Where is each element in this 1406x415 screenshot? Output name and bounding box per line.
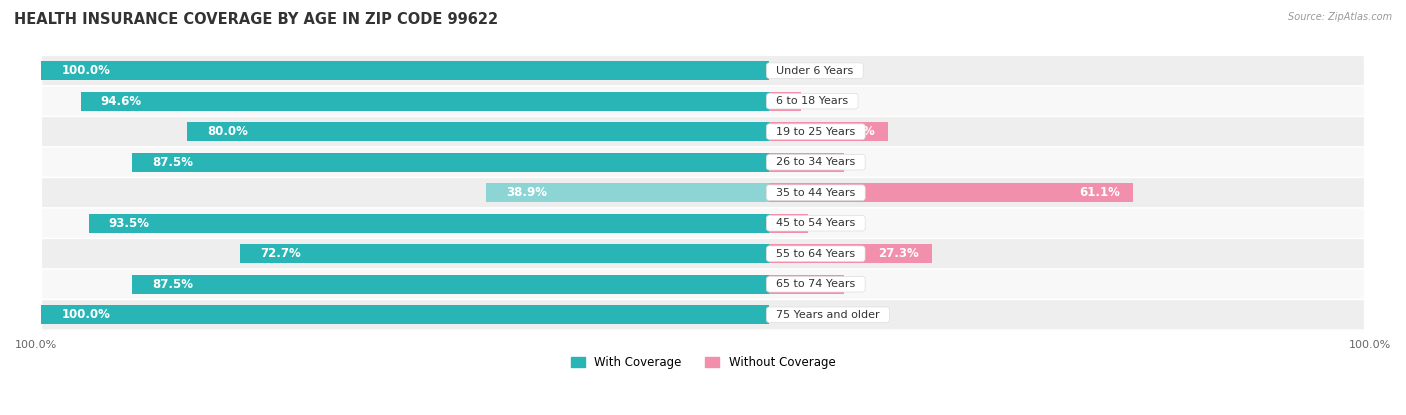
Bar xyxy=(41,305,769,324)
FancyBboxPatch shape xyxy=(41,269,1365,300)
Text: 20.0%: 20.0% xyxy=(834,125,875,138)
FancyBboxPatch shape xyxy=(41,117,1365,147)
FancyBboxPatch shape xyxy=(41,147,1365,178)
Bar xyxy=(486,183,769,202)
Text: 12.5%: 12.5% xyxy=(790,156,831,168)
Text: Source: ZipAtlas.com: Source: ZipAtlas.com xyxy=(1288,12,1392,22)
Bar xyxy=(240,244,769,263)
Text: 80.0%: 80.0% xyxy=(207,125,247,138)
Text: 27.3%: 27.3% xyxy=(877,247,918,260)
Bar xyxy=(187,122,769,141)
Text: Under 6 Years: Under 6 Years xyxy=(769,66,860,76)
FancyBboxPatch shape xyxy=(41,300,1365,330)
FancyBboxPatch shape xyxy=(41,178,1365,208)
Bar xyxy=(769,122,889,141)
Text: 45 to 54 Years: 45 to 54 Years xyxy=(769,218,862,228)
FancyBboxPatch shape xyxy=(41,55,1365,86)
Text: 100.0%: 100.0% xyxy=(1348,340,1391,350)
Text: 87.5%: 87.5% xyxy=(152,278,193,291)
Text: HEALTH INSURANCE COVERAGE BY AGE IN ZIP CODE 99622: HEALTH INSURANCE COVERAGE BY AGE IN ZIP … xyxy=(14,12,498,27)
Text: 100.0%: 100.0% xyxy=(62,64,110,77)
Bar xyxy=(769,275,844,294)
Text: 87.5%: 87.5% xyxy=(152,156,193,168)
Text: 0.0%: 0.0% xyxy=(782,308,813,321)
Text: 6.5%: 6.5% xyxy=(821,217,851,230)
Text: 12.5%: 12.5% xyxy=(790,278,831,291)
Bar xyxy=(80,92,769,111)
Text: 94.6%: 94.6% xyxy=(101,95,142,107)
Text: 0.0%: 0.0% xyxy=(782,64,813,77)
Text: 5.4%: 5.4% xyxy=(814,95,844,107)
Bar xyxy=(41,61,769,80)
Text: 65 to 74 Years: 65 to 74 Years xyxy=(769,279,862,289)
Text: 38.9%: 38.9% xyxy=(506,186,547,199)
Text: 35 to 44 Years: 35 to 44 Years xyxy=(769,188,862,198)
Legend: With Coverage, Without Coverage: With Coverage, Without Coverage xyxy=(571,356,835,369)
Text: 72.7%: 72.7% xyxy=(260,247,301,260)
Text: 100.0%: 100.0% xyxy=(62,308,110,321)
Bar xyxy=(769,244,932,263)
Bar xyxy=(769,183,1133,202)
Text: 61.1%: 61.1% xyxy=(1078,186,1119,199)
Text: 26 to 34 Years: 26 to 34 Years xyxy=(769,157,862,167)
Bar xyxy=(132,153,769,172)
FancyBboxPatch shape xyxy=(41,208,1365,239)
Text: 19 to 25 Years: 19 to 25 Years xyxy=(769,127,862,137)
Text: 93.5%: 93.5% xyxy=(108,217,149,230)
FancyBboxPatch shape xyxy=(41,86,1365,117)
Text: 100.0%: 100.0% xyxy=(15,340,58,350)
Text: 55 to 64 Years: 55 to 64 Years xyxy=(769,249,862,259)
Bar xyxy=(89,214,769,233)
Text: 6 to 18 Years: 6 to 18 Years xyxy=(769,96,855,106)
Bar xyxy=(769,92,801,111)
Bar xyxy=(769,153,844,172)
Bar xyxy=(769,214,808,233)
FancyBboxPatch shape xyxy=(41,239,1365,269)
Bar xyxy=(132,275,769,294)
Text: 75 Years and older: 75 Years and older xyxy=(769,310,887,320)
